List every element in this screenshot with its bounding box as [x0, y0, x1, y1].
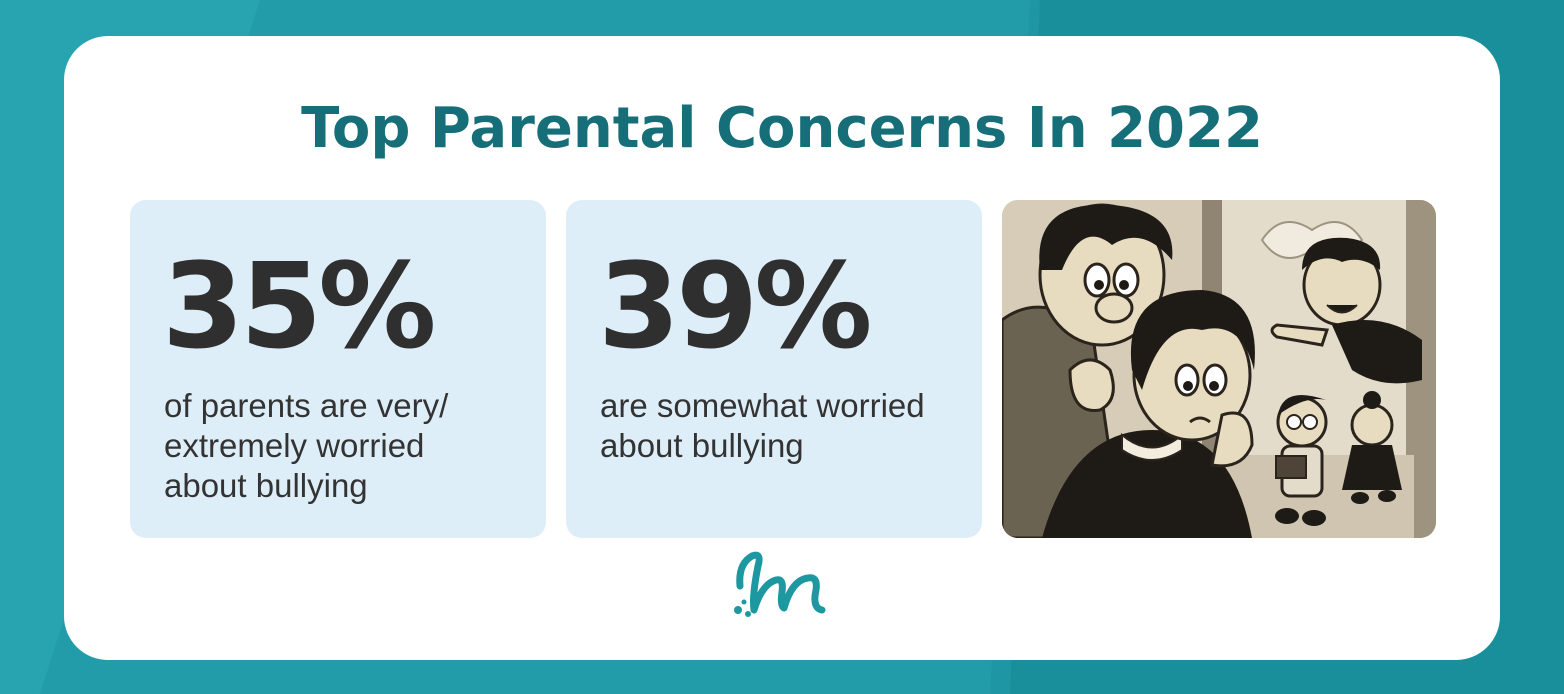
stat-value: 35% [162, 237, 436, 375]
stat-card-somewhat-worried: 39% are somewhat worried about bullying [566, 200, 982, 538]
page-title: Top Parental Concerns In 2022 [301, 96, 1263, 161]
stat-card-very-worried: 35% of parents are very/ extremely worri… [130, 200, 546, 538]
bullying-illustration [1002, 200, 1436, 538]
stat-description: of parents are very/ extremely worried a… [164, 387, 449, 504]
brand-logo-icon [734, 551, 826, 617]
stat-description: are somewhat worried about bullying [600, 387, 925, 464]
stat-value: 39% [598, 237, 872, 375]
